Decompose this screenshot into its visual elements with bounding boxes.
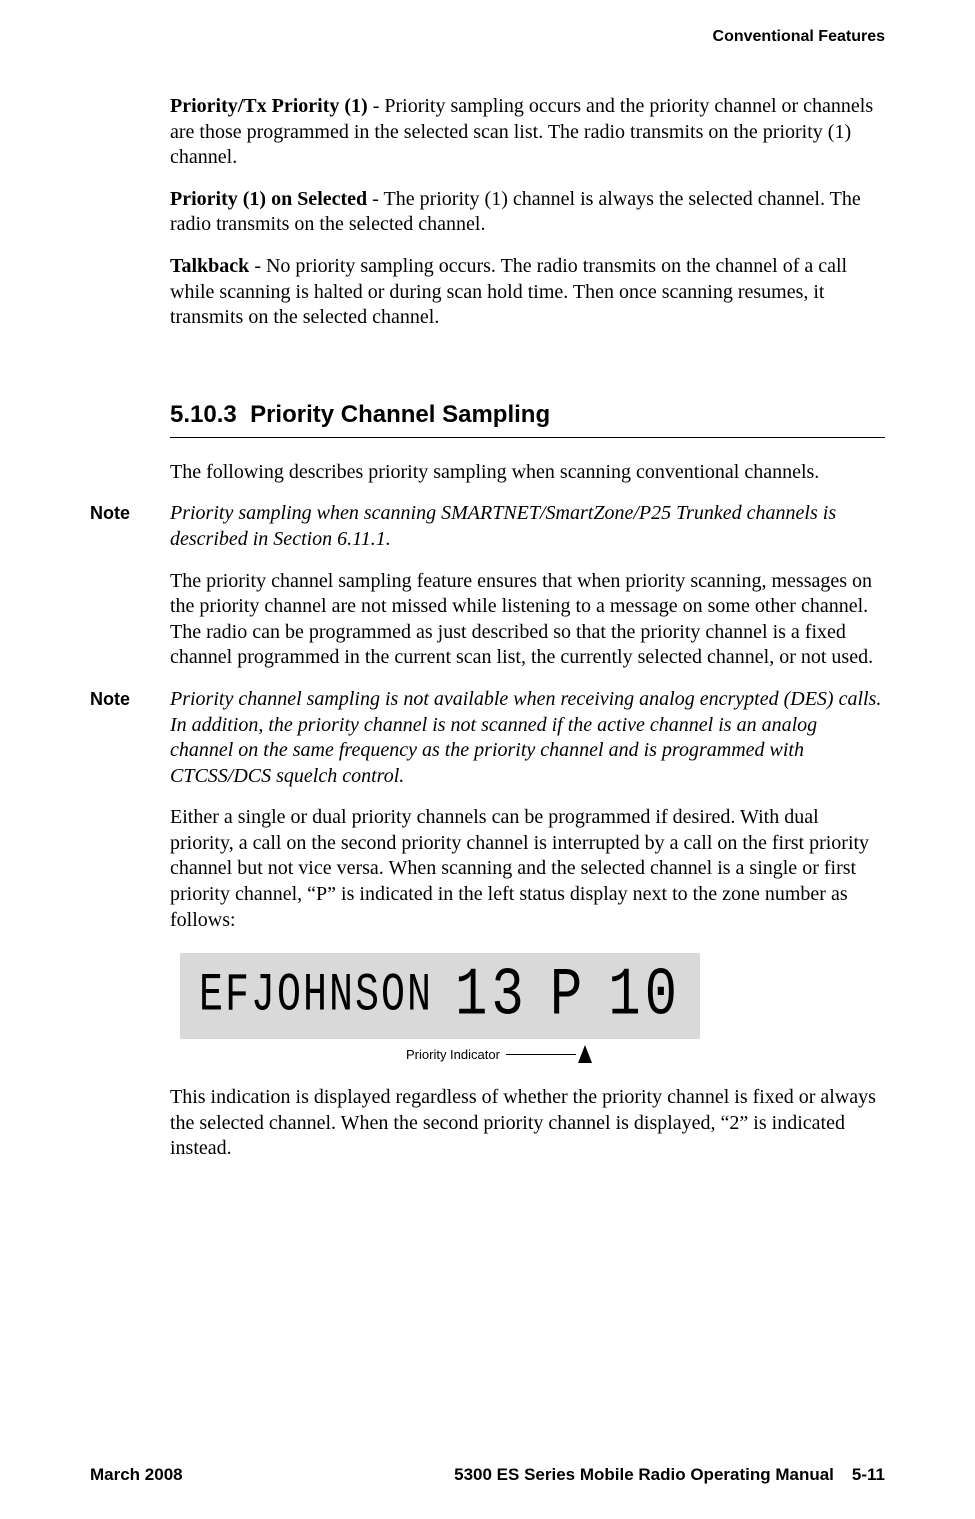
section-heading: 5.10.3 Priority Channel Sampling: [170, 401, 885, 429]
def-priority-selected: Priority (1) on Selected - The priority …: [170, 187, 885, 238]
lcd-figure: EFJOHNSON 13 P 10 Priority Indicator: [170, 953, 885, 1063]
note-2: Note Priority channel sampling is not av…: [90, 687, 885, 789]
lcd-caption: Priority Indicator: [406, 1047, 500, 1062]
note-label: Note: [90, 501, 170, 524]
note-1: Note Priority sampling when scanning SMA…: [90, 501, 885, 552]
footer-right: 5300 ES Series Mobile Radio Operating Ma…: [454, 1465, 885, 1485]
section-rule: [170, 437, 885, 438]
lcd-caption-row: Priority Indicator: [170, 1045, 885, 1063]
page-footer: March 2008 5300 ES Series Mobile Radio O…: [90, 1465, 885, 1485]
section-number: 5.10.3: [170, 401, 237, 428]
running-head: Conventional Features: [90, 28, 885, 46]
def-priority-tx: Priority/Tx Priority (1) - Priority samp…: [170, 94, 885, 171]
def-rest: - No priority sampling occurs. The radio…: [170, 255, 847, 328]
lcd-zone: 13: [455, 958, 528, 1034]
caption-leader-line: [506, 1054, 576, 1055]
lcd-brand: EFJOHNSON: [199, 966, 433, 1027]
def-lead: Talkback: [170, 255, 249, 277]
section-title-text: Priority Channel Sampling: [250, 401, 550, 428]
def-lead: Priority/Tx Priority (1): [170, 95, 368, 117]
note-text: Priority sampling when scanning SMARTNET…: [170, 501, 885, 552]
footer-manual-title: 5300 ES Series Mobile Radio Operating Ma…: [454, 1465, 834, 1484]
intro-para: The following describes priority samplin…: [170, 460, 885, 486]
lcd-priority-indicator: P: [550, 958, 586, 1034]
arrow-up-icon: [578, 1045, 592, 1063]
footer-page-number: 5-11: [852, 1465, 885, 1484]
body-column: Priority/Tx Priority (1) - Priority samp…: [170, 94, 885, 1162]
note-text: Priority channel sampling is not availab…: [170, 687, 885, 789]
page: Conventional Features Priority/Tx Priori…: [0, 0, 975, 1519]
note-label: Note: [90, 687, 170, 710]
after-figure-para: This indication is displayed regardless …: [170, 1085, 885, 1162]
def-lead: Priority (1) on Selected: [170, 188, 367, 210]
body-para-2: Either a single or dual priority channel…: [170, 805, 885, 933]
lcd-display: EFJOHNSON 13 P 10: [180, 953, 700, 1039]
lcd-channel: 10: [608, 958, 681, 1034]
body-para-1: The priority channel sampling feature en…: [170, 569, 885, 671]
footer-date: March 2008: [90, 1465, 183, 1485]
def-talkback: Talkback - No priority sampling occurs. …: [170, 254, 885, 331]
